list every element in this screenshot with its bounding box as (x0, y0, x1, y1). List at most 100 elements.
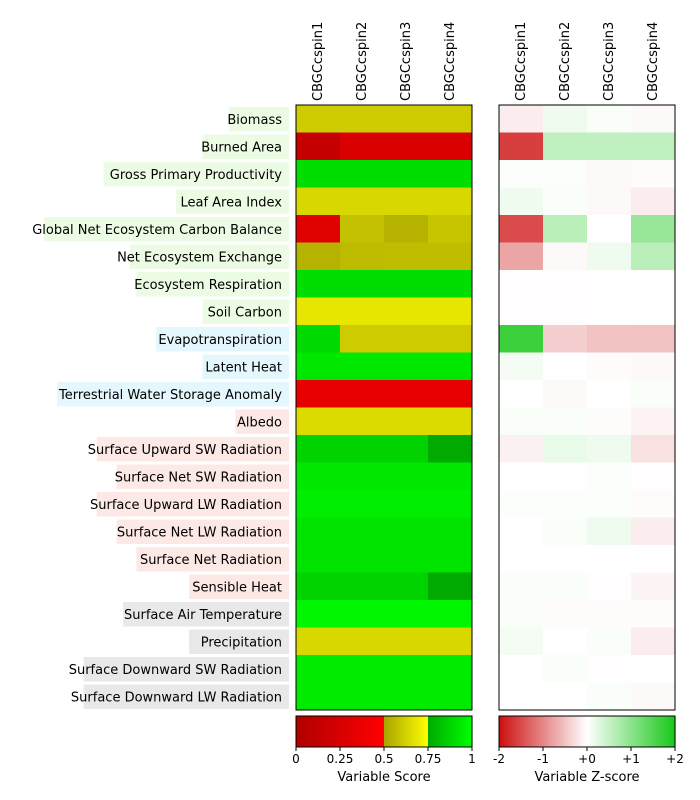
score-colorbar-segment (347, 716, 350, 747)
score-colorbar-segment (297, 716, 300, 747)
zscore-cell (631, 380, 676, 408)
score-colorbar-segment (326, 716, 329, 747)
zscore-colorbar-segment (548, 716, 551, 747)
zscore-cell (543, 325, 588, 353)
score-column-header: CBGCcspin3 (399, 22, 414, 101)
zscore-cell (587, 682, 632, 711)
score-colorbar-segment (454, 716, 457, 747)
zscore-cell (631, 325, 676, 353)
zscore-cell (587, 462, 632, 491)
zscore-colorbar-segment (547, 716, 550, 747)
score-cell (296, 160, 341, 188)
score-colorbar-segment (354, 716, 357, 747)
zscore-colorbar-segment (537, 716, 540, 747)
zscore-colorbar-segment (623, 716, 626, 747)
score-colorbar-segment (414, 716, 417, 747)
score-cell (340, 572, 385, 601)
zscore-cell (631, 215, 676, 243)
zscore-cell (543, 380, 588, 408)
zscore-colorbar-segment (589, 716, 592, 747)
score-colorbar-segment (438, 716, 441, 747)
zscore-colorbar-segment (528, 716, 531, 747)
score-cell (340, 352, 385, 381)
score-colorbar-segment (450, 716, 453, 747)
zscore-column-header: CBGCcspin3 (602, 22, 617, 101)
zscore-colorbar-segment (540, 716, 543, 747)
score-cell (340, 132, 385, 161)
zscore-cell (543, 407, 588, 436)
zscore-cell (587, 517, 632, 546)
score-cell (340, 627, 385, 656)
zscore-colorbar-segment (512, 716, 515, 747)
zscore-cell (543, 655, 588, 683)
zscore-cell (631, 600, 676, 628)
score-colorbar-segment (403, 716, 406, 747)
zscore-cell (543, 132, 588, 161)
score-cell (384, 490, 429, 518)
zscore-cell (499, 187, 544, 216)
score-colorbar-segment (389, 716, 392, 747)
zscore-colorbar-segment (603, 716, 606, 747)
row-label: Burned Area (201, 140, 282, 155)
score-colorbar-segment (432, 716, 435, 747)
row-label-background (176, 189, 289, 214)
score-colorbar-segment (316, 716, 319, 747)
score-cell (296, 490, 341, 518)
score-colorbar-segment (429, 716, 432, 747)
zscore-colorbar-segment (611, 716, 614, 747)
zscore-colorbar-segment (554, 716, 557, 747)
row-label: Leaf Area Index (180, 195, 282, 210)
zscore-cell (631, 352, 676, 381)
score-colorbar-segment (338, 716, 341, 747)
score-cell (384, 407, 429, 436)
score-colorbar-segment (370, 716, 373, 747)
zscore-cell (499, 270, 544, 298)
zscore-colorbar-segment (522, 716, 525, 747)
zscore-colorbar-segment (559, 716, 562, 747)
score-colorbar-segment (430, 716, 433, 747)
zscore-colorbar-segment (592, 716, 595, 747)
zscore-cell (543, 682, 588, 711)
score-cell (296, 545, 341, 573)
score-colorbar-segment (309, 716, 312, 747)
zscore-colorbar-segment (617, 716, 620, 747)
zscore-cell (499, 655, 544, 683)
row-label-background (202, 354, 289, 379)
score-colorbar-segment (313, 716, 316, 747)
score-cell (384, 242, 429, 271)
zscore-colorbar-segment (594, 716, 597, 747)
zscore-heatmap-frame (498, 104, 676, 711)
score-colorbar-segment (351, 716, 354, 747)
zscore-colorbar-segment (639, 716, 642, 747)
zscore-colorbar-segment (622, 716, 625, 747)
score-cell (340, 490, 385, 518)
score-cell (428, 325, 473, 353)
zscore-colorbar-segment (616, 716, 619, 747)
score-colorbar-segment (325, 716, 328, 747)
score-cell (296, 297, 341, 326)
row-labels: Biomass Burned Area Gross Primary Producti… (32, 107, 290, 709)
zscore-colorbar-segment (661, 716, 664, 747)
score-colorbar-segment (416, 716, 419, 747)
score-cell (428, 132, 473, 161)
score-colorbar-segment (379, 716, 382, 747)
zscore-colorbar-segment (560, 716, 563, 747)
zscore-cell (587, 297, 632, 326)
score-colorbar-segment (397, 716, 400, 747)
score-cell (428, 215, 473, 243)
zscore-colorbar-segment (610, 716, 613, 747)
zscore-colorbar-segment (600, 716, 603, 747)
score-colorbar-segment (307, 716, 310, 747)
score-colorbar-segment (398, 716, 401, 747)
score-cell (296, 325, 341, 353)
zscore-cell (587, 160, 632, 188)
zscore-column-header: CBGCcspin1 (514, 22, 529, 101)
score-colorbar-segment (319, 716, 322, 747)
zscore-cell (543, 545, 588, 573)
row-label-background (189, 574, 289, 599)
zscore-colorbar-segment (641, 716, 644, 747)
score-colorbar-segment (298, 716, 301, 747)
score-cell (384, 380, 429, 408)
score-colorbar-segment (439, 716, 442, 747)
zscore-cell (631, 572, 676, 601)
